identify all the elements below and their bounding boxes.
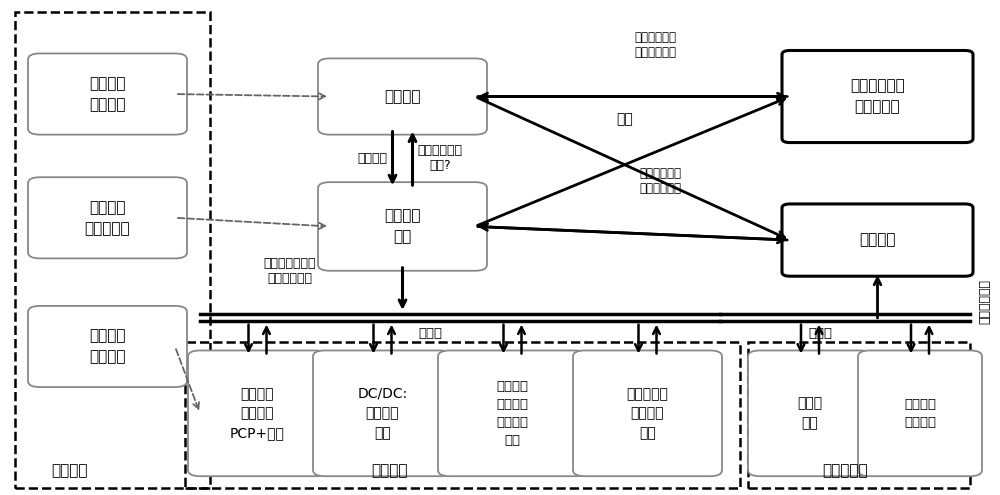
FancyBboxPatch shape	[438, 350, 587, 476]
FancyBboxPatch shape	[782, 50, 973, 143]
Text: 监控系统: 监控系统	[859, 233, 896, 248]
FancyBboxPatch shape	[28, 177, 187, 258]
Text: 可控设备: 可控设备	[372, 463, 408, 478]
Text: 交流配网调度
自动化系统: 交流配网调度 自动化系统	[850, 79, 905, 114]
Text: 不可控分
布式电源: 不可控分 布式电源	[904, 398, 936, 429]
Text: DC/DC:
装置级控
制器: DC/DC: 装置级控 制器	[357, 387, 408, 440]
Text: 能量管理: 能量管理	[384, 89, 421, 104]
Text: 控制架构: 控制架构	[52, 463, 88, 478]
Text: 系统控制
中心: 系统控制 中心	[384, 208, 421, 245]
Text: 交直流
负载: 交直流 负载	[797, 396, 823, 430]
FancyBboxPatch shape	[188, 350, 327, 476]
Text: 储能系统：
装置级控
制器: 储能系统： 装置级控 制器	[627, 387, 668, 440]
FancyBboxPatch shape	[318, 58, 487, 135]
Text: 统一控制
（中间层）: 统一控制 （中间层）	[85, 200, 130, 236]
FancyBboxPatch shape	[782, 204, 973, 276]
Text: 电压源型
变换器：
PCP+阀控: 电压源型 变换器： PCP+阀控	[230, 387, 285, 440]
Text: 分布自治
（底层）: 分布自治 （底层）	[89, 329, 126, 364]
Text: 电压、功率、控
制模式等指令: 电压、功率、控 制模式等指令	[264, 256, 316, 285]
FancyBboxPatch shape	[858, 350, 982, 476]
Text: 调度指令: 调度指令	[358, 152, 388, 165]
Text: 不可控设备: 不可控设备	[822, 463, 868, 478]
FancyBboxPatch shape	[748, 350, 872, 476]
FancyBboxPatch shape	[28, 53, 187, 135]
FancyBboxPatch shape	[28, 306, 187, 387]
Text: 百兆网: 百兆网	[808, 327, 832, 340]
Text: 千兆网: 千兆网	[418, 327, 442, 340]
Text: 交流配网实时
运行状态信息: 交流配网实时 运行状态信息	[634, 31, 676, 58]
Text: 功率优化
（顶层）: 功率优化 （顶层）	[89, 76, 126, 112]
FancyBboxPatch shape	[318, 182, 487, 271]
FancyBboxPatch shape	[573, 350, 722, 476]
Text: 通讯: 通讯	[617, 112, 633, 126]
Text: 运行状态信息: 运行状态信息	[978, 280, 992, 324]
Text: 可控分布
式电源：
装置级控
制器: 可控分布 式电源： 装置级控 制器	[496, 380, 528, 447]
Text: 是否达到优化
目标?: 是否达到优化 目标?	[418, 145, 463, 172]
Text: 直流电网实时
运行状态信息: 直流电网实时 运行状态信息	[639, 167, 681, 195]
FancyBboxPatch shape	[313, 350, 452, 476]
